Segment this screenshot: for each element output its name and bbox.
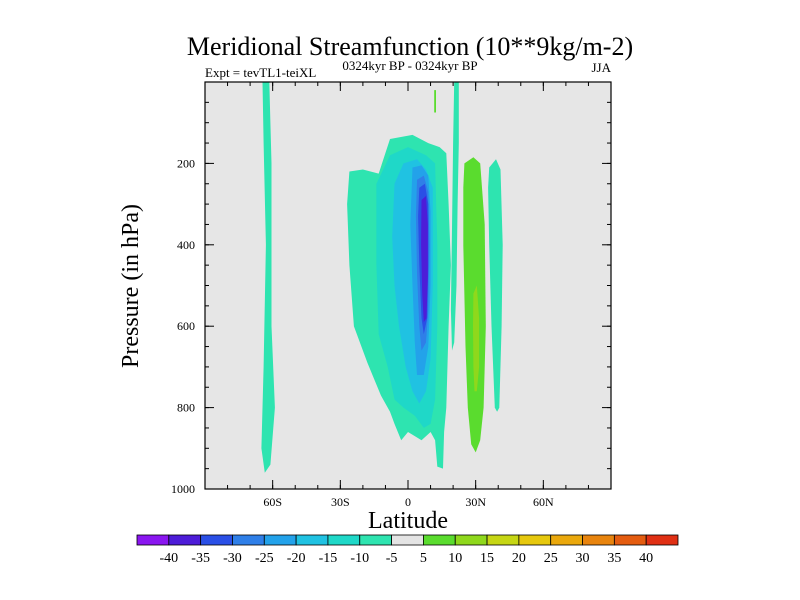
contour-region-bar-north-minus5 [450, 82, 459, 351]
contour-region-nh-minus5 [488, 159, 503, 412]
x-tick-label: 60S [263, 495, 282, 509]
colorbar-level-label: 20 [512, 551, 526, 566]
experiment-label: Expt = tevTL1-teiXL [205, 65, 316, 80]
y-tick-label: 600 [177, 319, 195, 333]
x-tick-label: 30S [331, 495, 350, 509]
colorbar-swatch [518, 534, 552, 546]
colorbar-level-label: -20 [287, 551, 306, 566]
colorbar-swatch [232, 534, 265, 546]
colorbar-swatch [327, 534, 361, 546]
colorbar-level-label: 35 [607, 551, 621, 566]
colorbar-level-label: -30 [223, 551, 242, 566]
y-tick-label: 200 [177, 156, 195, 170]
contour-region-nh-plus5-sliver [434, 90, 436, 113]
x-tick-label: 60N [533, 495, 554, 509]
colorbar-swatch [263, 534, 297, 546]
colorbar-swatch [454, 534, 488, 546]
colorbar-swatch [645, 534, 679, 546]
colorbar-swatch [582, 534, 615, 546]
colorbar-swatch [200, 534, 233, 546]
contour-region-core-minus35 [421, 196, 428, 323]
colorbar-swatch [295, 534, 329, 546]
y-axis-label: Pressure (in hPa) [118, 204, 144, 368]
x-axis-label: Latitude [368, 508, 448, 534]
colorbar-swatch [391, 534, 424, 546]
colorbar-level-label: -40 [159, 551, 178, 566]
y-tick-label: 1000 [171, 482, 195, 496]
colorbar-level-label: 15 [480, 551, 494, 566]
colorbar-swatch [613, 534, 647, 546]
colorbar-level-label: 5 [420, 551, 427, 566]
contour-regions [261, 82, 503, 473]
colorbar-level-label: -15 [319, 551, 338, 566]
colorbar-level-label: 25 [544, 551, 558, 566]
x-tick-label: 30N [465, 495, 486, 509]
colorbar-level-label: -25 [255, 551, 274, 566]
colorbar-level-label: -35 [191, 551, 210, 566]
colorbar-swatch [423, 534, 456, 546]
axis-ticks [205, 82, 611, 490]
colorbar-swatch [136, 534, 170, 546]
colorbar-swatch [359, 534, 392, 546]
colorbar-swatch [168, 534, 202, 546]
y-tick-label: 400 [177, 238, 195, 252]
chart-title: Meridional Streamfunction (10**9kg/m-2) [187, 32, 633, 61]
period-label: 0324kyr BP - 0324kyr BP [342, 58, 477, 73]
contour-region-band-60s [261, 82, 275, 473]
colorbar: -40 -35 -30 -25 -20 -15 -10 -5 5 10 15 20 25 30 35 40 [136, 534, 679, 566]
colorbar-swatch [550, 534, 583, 546]
colorbar-swatch [486, 534, 520, 546]
colorbar-level-label: 40 [639, 551, 653, 566]
x-tick-label: 0 [405, 495, 411, 509]
colorbar-level-label: -10 [350, 551, 369, 566]
axis-tick-labels: 60S 30S 0 30N 60N 200 400 600 800 1000 [171, 156, 554, 509]
colorbar-level-label: 30 [576, 551, 590, 566]
colorbar-level-label: 10 [448, 551, 462, 566]
colorbar-level-label: -5 [386, 551, 398, 566]
y-tick-label: 800 [177, 401, 195, 415]
contour-region-nh-plus10 [473, 285, 480, 392]
season-label: JJA [591, 60, 611, 75]
